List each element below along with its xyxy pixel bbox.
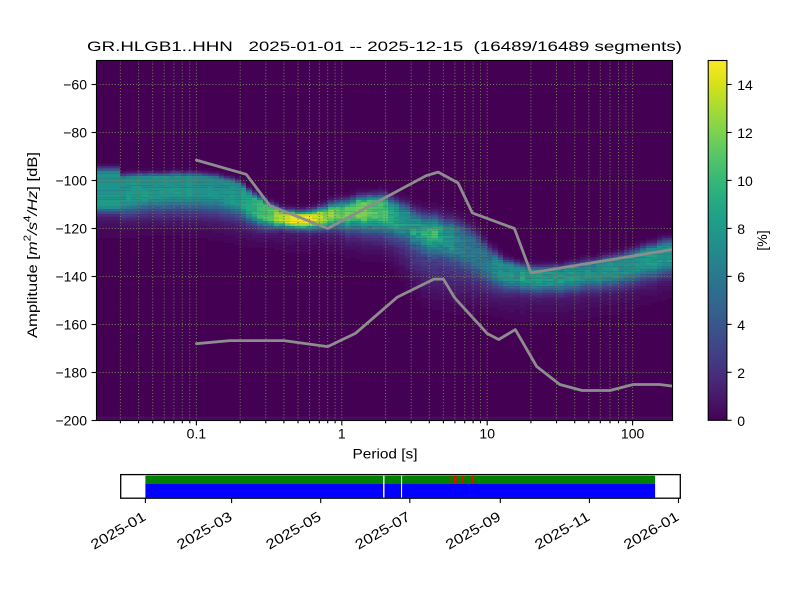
svg-text:2026-01: 2026-01 — [621, 508, 682, 552]
svg-text:−200: −200 — [55, 413, 87, 429]
svg-text:6: 6 — [737, 269, 745, 285]
svg-text:2025-05: 2025-05 — [263, 508, 324, 552]
svg-text:2025-11: 2025-11 — [532, 508, 593, 552]
svg-text:−100: −100 — [55, 173, 87, 189]
svg-text:2025-07: 2025-07 — [352, 508, 413, 552]
svg-text:8: 8 — [737, 221, 745, 237]
svg-text:Period [s]: Period [s] — [353, 446, 418, 462]
svg-text:1: 1 — [338, 426, 346, 442]
svg-text:0.1: 0.1 — [187, 426, 207, 442]
svg-text:14: 14 — [737, 77, 753, 93]
svg-text:−140: −140 — [55, 269, 87, 285]
svg-text:−160: −160 — [55, 317, 87, 333]
svg-text:−60: −60 — [63, 77, 87, 93]
svg-text:2: 2 — [737, 365, 745, 381]
svg-text:100: 100 — [621, 426, 645, 442]
svg-text:4: 4 — [737, 317, 745, 333]
svg-text:GR.HLGB1..HHN 2025-01-01 --: GR.HLGB1..HHN 2025-01-01 -- 2025-12-15 (… — [87, 38, 682, 54]
svg-text:−80: −80 — [63, 125, 87, 141]
svg-text:Amplitude [m2/s4/Hz] [dB]: Amplitude [m2/s4/Hz] [dB] — [23, 152, 41, 338]
svg-text:12: 12 — [737, 125, 753, 141]
svg-text:−180: −180 — [55, 365, 87, 381]
svg-text:10: 10 — [737, 173, 753, 189]
svg-text:2025-03: 2025-03 — [174, 508, 235, 552]
svg-text:2025-01: 2025-01 — [88, 508, 149, 552]
svg-text:0: 0 — [737, 413, 745, 429]
svg-text:10: 10 — [479, 426, 495, 442]
svg-text:[%]: [%] — [754, 230, 770, 250]
svg-text:2025-09: 2025-09 — [442, 508, 503, 552]
svg-text:−120: −120 — [55, 221, 87, 237]
